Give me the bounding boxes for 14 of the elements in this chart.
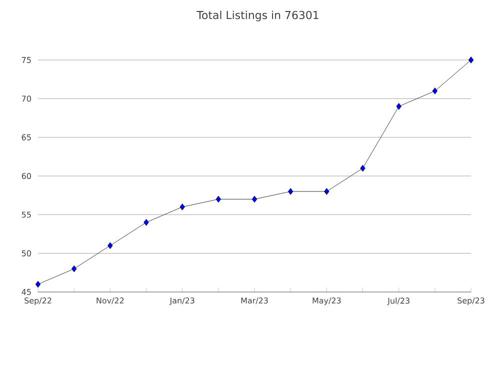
chart-title: Total Listings in 76301 xyxy=(196,10,318,22)
point xyxy=(288,188,294,195)
point xyxy=(396,103,402,110)
point xyxy=(432,88,438,94)
point xyxy=(35,280,41,288)
point xyxy=(216,196,222,203)
point xyxy=(324,188,330,195)
point xyxy=(252,196,258,203)
point xyxy=(360,164,366,172)
point xyxy=(71,265,77,272)
point xyxy=(468,56,474,64)
point xyxy=(180,204,185,210)
point xyxy=(108,242,113,249)
point xyxy=(144,219,149,226)
